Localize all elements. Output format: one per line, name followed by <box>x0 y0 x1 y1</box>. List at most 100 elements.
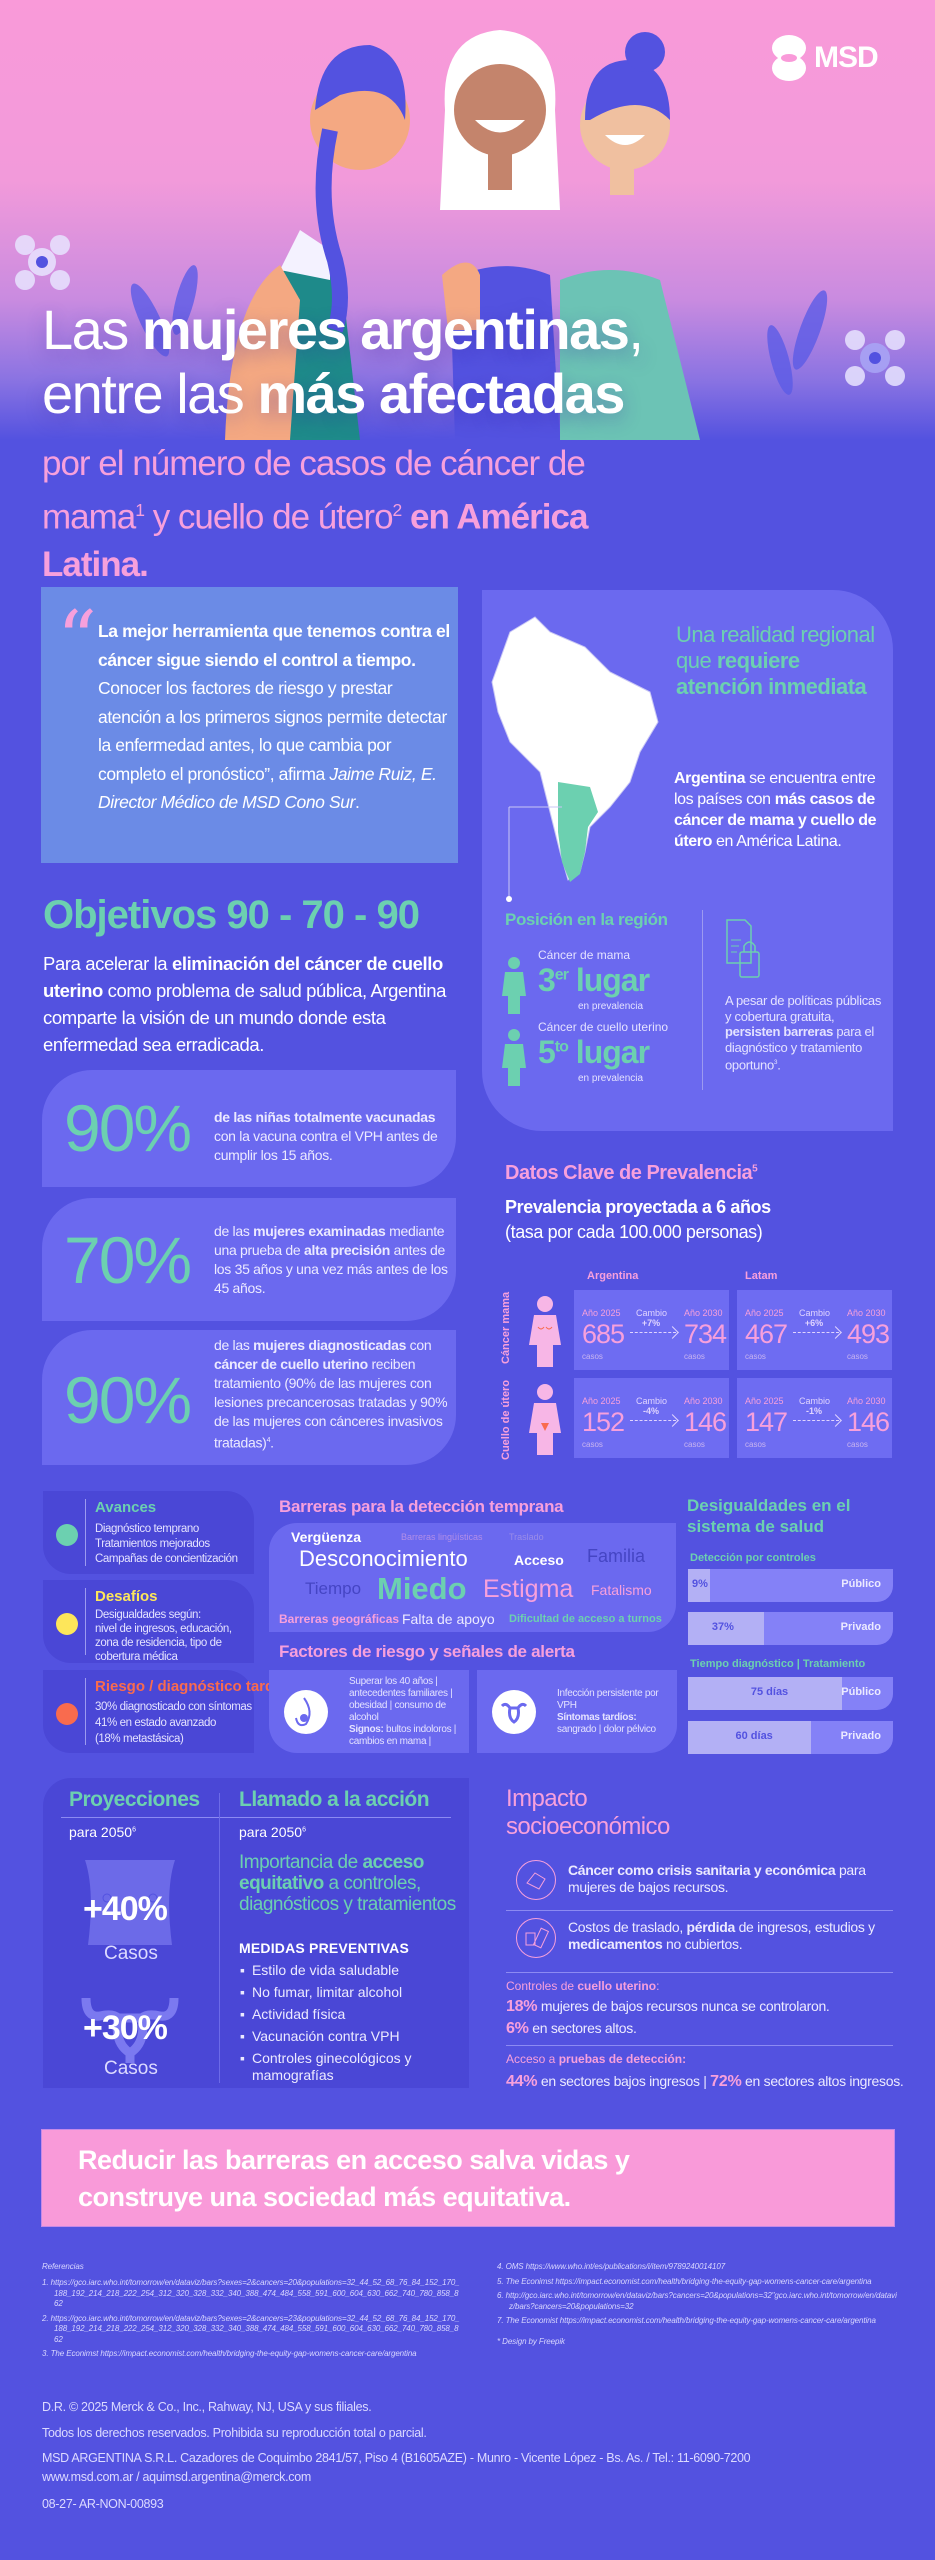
bar-row: 60 días Privado <box>688 1721 893 1754</box>
text-segment: 2 <box>392 500 403 520</box>
projection-label: Casos <box>104 1943 158 1964</box>
msd-logo-text: MSD <box>814 41 879 74</box>
divider <box>506 1910 893 1911</box>
text-segment: Costos de traslado, <box>568 1919 687 1935</box>
stat-value: 70% <box>64 1223 192 1297</box>
divider <box>506 2045 893 2046</box>
word: Vergüenza <box>291 1529 362 1545</box>
row-label: Cuello de útero <box>500 1379 512 1460</box>
word-cloud: Vergüenza Barreras lingüísticas Traslado… <box>269 1523 676 1632</box>
status-body: Desigualdades según: nivel de ingresos, e… <box>95 1608 232 1664</box>
text-segment: cáncer de cuello uterino <box>214 1356 368 1372</box>
text-segment: Acceso a <box>506 2052 559 2066</box>
woman-uterus-icon <box>529 1384 561 1455</box>
status-body: Diagnóstico temprano Tratamientos mejorad… <box>95 1522 238 1567</box>
text-segment: 4 <box>266 1437 271 1444</box>
word: Traslado <box>509 1532 544 1542</box>
divider <box>61 1817 451 1818</box>
text-segment: La mejor herramienta que tenemos contra … <box>98 621 450 670</box>
status-line: zona de residencia, tipo de <box>95 1637 222 1649</box>
stat-card: 90% de las niñas totalmente vacunadas co… <box>42 1070 456 1187</box>
text-segment: con la vacuna contra el VPH antes de cum… <box>214 1128 438 1163</box>
medicine-icon <box>516 1918 556 1958</box>
cta-banner: Reducir las barreras en acceso salva vid… <box>41 2129 895 2227</box>
bar-row: 37% Privado <box>688 1612 893 1645</box>
time-title: Tiempo diagnóstico | Tratamiento <box>690 1658 866 1670</box>
bullet-icon: ▪ <box>240 1962 245 1978</box>
text-segment: no cubiertos. <box>662 1936 743 1952</box>
word: Miedo <box>377 1571 467 1606</box>
text-segment: Cáncer como crisis sanitaria y económica <box>568 1862 836 1878</box>
llamado-title: Llamado a la acción <box>239 1788 430 1811</box>
text-segment: alta precisión <box>304 1242 391 1258</box>
measure-text: Estilo de vida saludable <box>251 1962 400 1978</box>
controles-stat: 18% mujeres de bajos recursos nunca se c… <box>506 1998 830 2015</box>
llamado-period: para 20506 <box>239 1824 306 1840</box>
year-start-label: Año 2025 <box>745 1308 784 1318</box>
cta-line: construye una sociedad más equitativa. <box>78 2182 571 2212</box>
change-label: Cambio <box>799 1308 831 1318</box>
hero-subtitle: por el número de casos de cáncer de mama… <box>42 440 682 588</box>
controles-stat: 6% en sectores altos. <box>506 2020 637 2037</box>
divider <box>506 1972 893 1973</box>
word: Barreras geográficas <box>279 1612 400 1626</box>
quote-text: La mejor herramienta que tenemos contra … <box>98 617 458 817</box>
ranking-note: en prevalencia <box>578 1001 644 1012</box>
text-segment: : <box>656 1979 660 1993</box>
controles-label: Controles de cuello uterino: <box>506 1979 659 1993</box>
hero-title-line1: Las mujeres argentinas, <box>42 298 644 362</box>
text-segment: Para acelerar la <box>43 953 172 974</box>
text-segment: pruebas de detección: <box>558 2052 687 2066</box>
text-segment: 6% <box>506 2019 529 2037</box>
hero-title: Las mujeres argentinas, entre las más af… <box>42 298 644 426</box>
flower-decoration <box>15 235 905 386</box>
text-segment: en sectores altos. <box>528 2020 637 2036</box>
barriers-note: A pesar de políticas públicas y cobertur… <box>725 993 885 1073</box>
text-segment: 3 <box>773 1059 778 1066</box>
value-2030: 146 <box>684 1407 727 1437</box>
unit-label: casos <box>582 1352 603 1361</box>
value-2030: 734 <box>684 1319 727 1349</box>
text-segment: Controles de <box>506 1979 578 1993</box>
text-segment: Signos: <box>349 1724 384 1735</box>
leaf-decoration <box>130 265 828 395</box>
measure-item: ▪ Controles ginecológicos y mamografías <box>240 2050 465 2084</box>
stat-description: de las mujeres examinadas mediante una p… <box>214 1222 449 1298</box>
footer-web[interactable]: www.msd.com.ar / aquimsd.argentina@merck… <box>42 2470 312 2484</box>
bar-value: 75 días <box>750 1686 789 1698</box>
status-line: Campañas de concientización <box>95 1553 238 1565</box>
impacto-item: Costos de traslado, pérdida de ingresos,… <box>568 1919 893 1953</box>
woman-breast-icon <box>529 1296 561 1367</box>
measures-title: MEDIDAS PREVENTIVAS <box>239 1940 410 1956</box>
text-segment: con <box>406 1337 432 1353</box>
status-dot <box>56 1703 78 1725</box>
references-left: 1. https://gco.iarc.who.int/tomorrow/en/… <box>42 2278 462 2364</box>
footer-address: MSD ARGENTINA S.R.L. Cazadores de Coquim… <box>42 2451 751 2465</box>
text-segment: se encuentra entre los países con <box>674 770 876 808</box>
reference-item: 5. The Econimst https://impact.economist… <box>497 2276 872 2286</box>
reference-item: 6. http://gco.iarc.who.int/tomorrow/en/d… <box>497 2291 897 2311</box>
stat-value: 90% <box>64 1091 192 1165</box>
text-segment: Síntomas tardíos: <box>557 1712 637 1723</box>
footer-copyright: D.R. © 2025 Merck & Co., Inc., Rahway, N… <box>42 2400 372 2414</box>
status-title: Riesgo / diagnóstico tardío <box>95 1678 288 1695</box>
text-segment: mujeres de bajos recursos nunca se contr… <box>537 1998 830 2014</box>
change: Cambio +6% <box>799 1308 831 1328</box>
south-america-map <box>491 616 659 902</box>
prevalence-cell: Año 2025 685 casos Cambio +7% Año 2030 734 caso… <box>574 1290 729 1370</box>
text-segment: bultos indoloros | cambios en mama | <box>349 1724 457 1747</box>
uterus-icon <box>81 1997 179 2063</box>
text-segment: antes de los 35 años y una vez más antes… <box>214 1242 448 1296</box>
text-segment: A pesar de políticas públicas y cobertur… <box>725 993 882 1024</box>
text-segment: . <box>355 792 360 812</box>
change-value: +6% <box>804 1318 824 1328</box>
stat-card: 70% de las mujeres examinadas mediante u… <box>42 1198 456 1321</box>
year-end-label: Año 2030 <box>684 1308 723 1318</box>
change-value: +7% <box>641 1318 661 1328</box>
breast-icon <box>284 1690 328 1734</box>
bar-row: 9% Público <box>688 1569 893 1602</box>
status-line: cobertura médica <box>95 1651 178 1663</box>
status-line: Desigualdades según: <box>95 1609 201 1621</box>
argentina-highlight <box>558 782 598 882</box>
